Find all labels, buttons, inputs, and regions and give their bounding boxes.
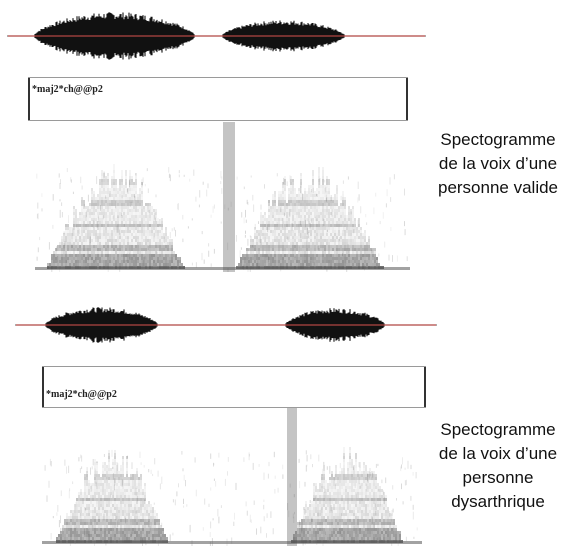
transcription-tier-dysarthric: *maj2*ch@@p2 bbox=[42, 366, 426, 408]
transcription-label: *maj2*ch@@p2 bbox=[32, 84, 103, 95]
spectrogram-dysarthric bbox=[42, 408, 422, 546]
caption-line: Spectogramme bbox=[440, 420, 556, 439]
caption-line: personne bbox=[462, 468, 534, 487]
caption-line: personne valide bbox=[437, 178, 559, 197]
transcription-tier-healthy: *maj2*ch@@p2 bbox=[28, 77, 408, 121]
transcription-label: *maj2*ch@@p2 bbox=[46, 389, 117, 400]
caption-line: de la voix d’une bbox=[438, 444, 558, 463]
caption-line: dysarthrique bbox=[451, 492, 545, 511]
caption-line: Spectogramme bbox=[440, 130, 556, 149]
caption-line: de la voix d’une bbox=[438, 154, 558, 173]
spectrogram-healthy bbox=[35, 122, 410, 272]
caption-healthy: Spectogramme de la voix d’une personne v… bbox=[425, 128, 571, 200]
caption-dysarthric: Spectogramme de la voix d’une personne d… bbox=[425, 418, 571, 514]
